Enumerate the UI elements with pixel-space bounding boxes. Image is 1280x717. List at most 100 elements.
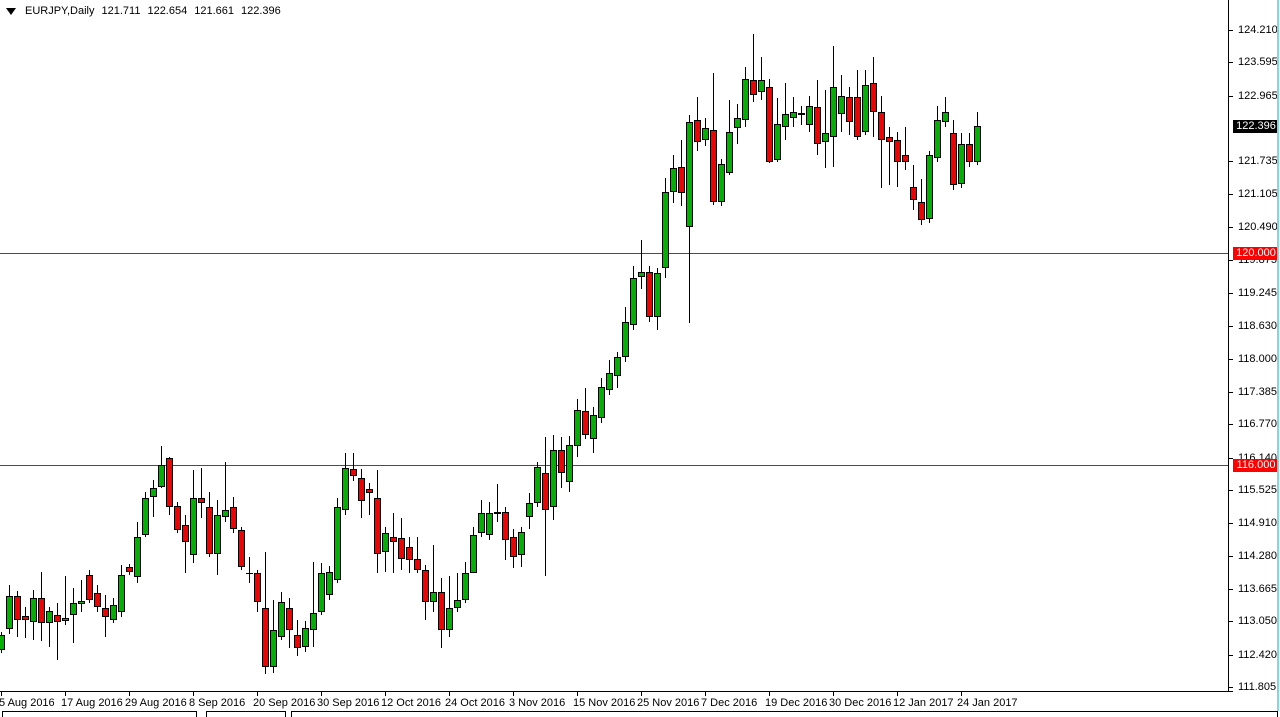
candlestick [22, 616, 29, 620]
candle-wick [433, 545, 434, 612]
candlestick [166, 458, 173, 507]
horizontal-line[interactable] [0, 253, 1228, 254]
candlestick [198, 498, 205, 503]
price-tick [1228, 490, 1233, 491]
candlestick [174, 506, 181, 530]
candlestick [966, 144, 973, 162]
candlestick [526, 503, 533, 517]
date-axis-label: 3 Nov 2016 [509, 697, 566, 709]
candlestick [774, 124, 781, 160]
candlestick [254, 573, 261, 602]
chart-plot-area[interactable] [0, 0, 1228, 691]
candle-wick [353, 453, 354, 481]
candle-wick [313, 562, 314, 647]
bottom-panel-box [291, 711, 1278, 717]
candlestick [558, 450, 565, 473]
price-tick [1228, 655, 1233, 656]
candle-wick [417, 537, 418, 573]
candlestick [158, 465, 165, 487]
candle-wick [393, 513, 394, 573]
candlestick [934, 120, 941, 158]
candlestick [486, 513, 493, 535]
candlestick [102, 608, 109, 617]
close-value: 122.396 [240, 5, 281, 17]
candlestick [918, 202, 925, 220]
candlestick [846, 97, 853, 122]
candlestick [974, 126, 981, 162]
candlestick [438, 592, 445, 630]
candlestick [30, 598, 37, 622]
price-axis-label: 118.000 [1238, 353, 1277, 365]
candlestick [78, 601, 85, 604]
candlestick [126, 567, 133, 572]
price-axis-label: 121.735 [1238, 155, 1278, 167]
date-tick [577, 692, 578, 696]
date-tick [449, 692, 450, 696]
date-axis-label: 12 Oct 2016 [381, 697, 441, 709]
candle-wick [761, 57, 762, 100]
candle-wick [49, 607, 50, 647]
candlestick [670, 168, 677, 192]
bottom-panel-box [206, 711, 286, 717]
date-tick [961, 692, 962, 696]
candlestick [814, 107, 821, 144]
candlestick [182, 525, 189, 542]
candlestick [62, 618, 69, 621]
candle-wick [369, 483, 370, 515]
candlestick [470, 535, 477, 573]
time-axis-line [0, 691, 1233, 692]
candle-wick [25, 607, 26, 638]
date-axis-label: 12 Jan 2017 [893, 697, 954, 709]
price-axis-label: 120.490 [1238, 221, 1278, 233]
candlestick [766, 87, 773, 162]
candlestick [278, 602, 285, 637]
open-value: 121.711 [101, 5, 141, 17]
price-tick [1228, 458, 1233, 459]
current-price-label: 122.396 [1233, 120, 1279, 133]
date-tick [513, 692, 514, 696]
candle-wick [881, 96, 882, 188]
date-tick [193, 692, 194, 696]
candlestick [374, 498, 381, 554]
candlestick [878, 112, 885, 140]
date-tick [833, 692, 834, 696]
price-axis-label: 114.280 [1238, 550, 1277, 562]
candlestick [606, 373, 613, 390]
price-tick [1228, 359, 1233, 360]
candlestick [310, 613, 317, 630]
candlestick [710, 130, 717, 202]
window-right-edge [1277, 0, 1279, 711]
candlestick [550, 450, 557, 507]
candlestick [422, 570, 429, 602]
candlestick [270, 630, 277, 667]
candlestick [46, 611, 53, 623]
chart-title-bar: EURJPY,Daily 121.711 122.654 121.661 122… [0, 3, 281, 19]
candlestick [398, 538, 405, 559]
date-axis-label: 19 Dec 2016 [765, 697, 828, 709]
candle-wick [801, 106, 802, 125]
candle-wick [201, 468, 202, 518]
price-axis-label: 115.525 [1238, 484, 1277, 496]
symbol-dropdown-triangle-icon[interactable] [6, 7, 16, 15]
candlestick [382, 533, 389, 552]
candle-wick [249, 557, 250, 583]
candlestick [870, 83, 877, 112]
date-tick [641, 692, 642, 696]
price-tick [1228, 62, 1233, 63]
horizontal-line[interactable] [0, 465, 1228, 466]
candlestick [54, 615, 61, 622]
candlestick [534, 467, 541, 503]
price-tick [1228, 30, 1233, 31]
price-axis[interactable]: 120.000 116.000 124.210 123.595 122.965 121.7… [1228, 0, 1280, 693]
candle-wick [449, 576, 450, 637]
price-tick [1228, 161, 1233, 162]
candlestick [902, 155, 909, 162]
price-tick [1228, 293, 1233, 294]
price-axis-label: 118.630 [1238, 320, 1277, 332]
date-axis-label: 25 Nov 2016 [637, 697, 700, 709]
candle-wick [905, 127, 906, 170]
candlestick [366, 489, 373, 493]
candlestick [542, 473, 549, 510]
candlestick [942, 112, 949, 122]
date-axis-label: 17 Aug 2016 [61, 697, 123, 709]
